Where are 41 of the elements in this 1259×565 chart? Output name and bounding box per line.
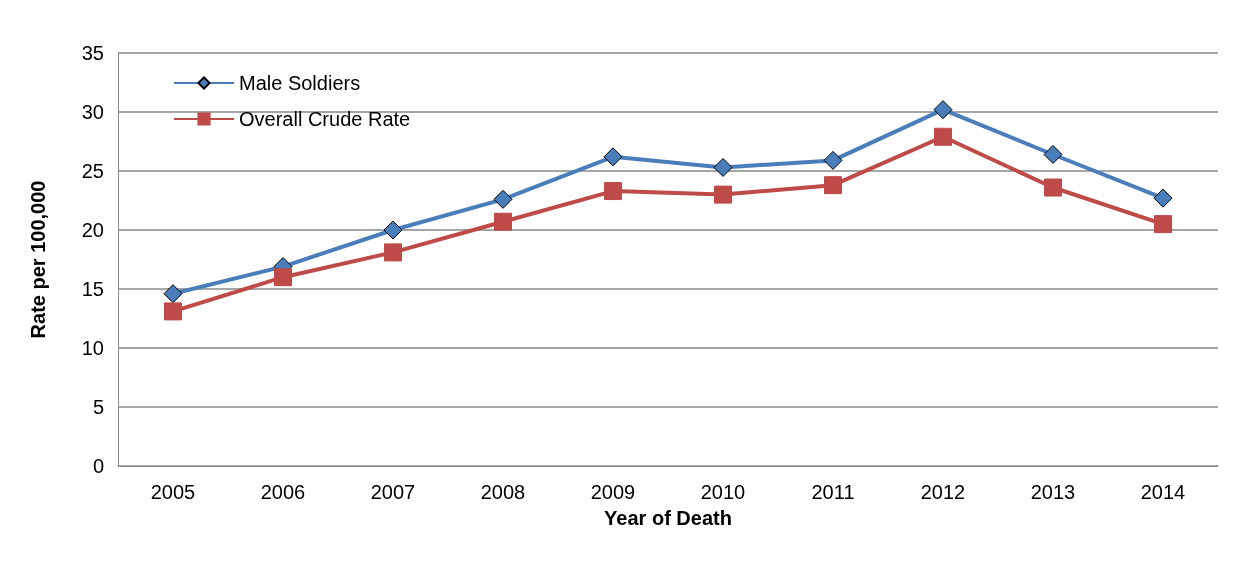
point <box>934 127 952 146</box>
y-tick-label: 10 <box>81 337 104 359</box>
point <box>164 302 182 321</box>
legend-label: Overall Crude Rate <box>239 108 411 130</box>
point <box>824 176 842 195</box>
x-tick-label: 2014 <box>1140 481 1186 503</box>
y-tick-label: 30 <box>81 101 104 123</box>
y-tick-label: 5 <box>92 396 104 418</box>
x-tick-label: 2005 <box>150 481 196 503</box>
x-tick-label: 2013 <box>1030 481 1076 503</box>
point <box>1044 178 1062 197</box>
x-tick-label: 2011 <box>811 481 855 503</box>
x-tick-label: 2008 <box>480 481 526 503</box>
point <box>274 268 292 287</box>
point <box>603 147 623 167</box>
y-tick-label: 15 <box>81 278 104 300</box>
x-tick-label: 2006 <box>260 481 306 503</box>
point <box>493 189 513 209</box>
point <box>933 100 953 120</box>
point <box>1043 144 1063 164</box>
point <box>1153 188 1173 208</box>
point <box>494 212 512 231</box>
point <box>163 284 183 304</box>
point <box>714 185 732 204</box>
x-tick-label: 2007 <box>370 481 416 503</box>
legend-label: Male Soldiers <box>239 72 361 94</box>
x-axis-title: Year of Death <box>604 507 732 529</box>
y-axis-title: Rate per 100,000 <box>27 180 49 339</box>
y-tick-label: 25 <box>81 160 104 182</box>
x-tick-label: 2010 <box>700 481 746 503</box>
point <box>1154 215 1172 234</box>
point <box>383 220 403 240</box>
point <box>384 243 402 262</box>
point <box>604 182 622 201</box>
point <box>713 157 733 177</box>
y-tick-label: 20 <box>81 219 104 241</box>
x-tick-label: 2009 <box>590 481 636 503</box>
y-tick-label: 0 <box>92 455 104 477</box>
x-tick-label: 2012 <box>920 481 966 503</box>
y-tick-label: 35 <box>81 42 104 64</box>
point <box>823 150 843 170</box>
